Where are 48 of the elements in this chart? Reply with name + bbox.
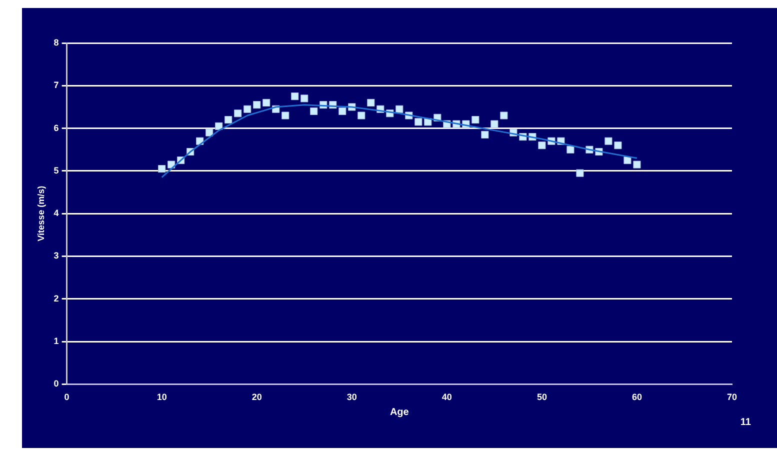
point <box>500 112 508 120</box>
point <box>310 107 318 116</box>
point <box>624 156 632 164</box>
y-tick-label: 1 <box>54 336 59 346</box>
x-axis-title: Age <box>390 406 410 418</box>
point <box>300 94 308 102</box>
x-tick-label: 70 <box>726 392 738 402</box>
point <box>291 92 299 100</box>
x-tick-label: 30 <box>346 392 357 402</box>
y-tick-label: 4 <box>54 208 59 218</box>
y-tick-label: 6 <box>54 122 59 133</box>
y-tick-label: 5 <box>54 165 59 176</box>
point <box>282 112 290 120</box>
point <box>262 98 270 106</box>
point <box>367 98 375 106</box>
point <box>490 120 498 128</box>
y-tick-label: 8 <box>54 37 59 48</box>
point <box>396 105 404 113</box>
point <box>244 105 252 113</box>
y-tick-label: 2 <box>54 293 59 304</box>
point <box>604 137 612 145</box>
y-axis-title: Vitesse (m/s) <box>36 186 46 242</box>
y-tick-label: 0 <box>54 378 59 389</box>
point <box>338 107 346 116</box>
point <box>224 116 232 124</box>
x-tick-label: 10 <box>156 392 167 402</box>
point <box>566 146 574 154</box>
point <box>481 130 489 138</box>
x-tick-label: 60 <box>632 392 642 402</box>
point <box>253 101 261 109</box>
point <box>158 165 166 173</box>
point <box>472 116 480 124</box>
point <box>358 112 366 120</box>
point <box>576 169 584 177</box>
y-tick-label: 7 <box>54 80 59 90</box>
x-tick-label: 0 <box>64 392 70 402</box>
point <box>614 142 622 150</box>
point <box>206 128 214 136</box>
point <box>234 110 242 118</box>
x-tick-label: 20 <box>252 392 262 402</box>
point <box>414 118 422 126</box>
point <box>538 142 546 150</box>
x-tick-label: 50 <box>536 392 547 402</box>
x-tick-label: 40 <box>442 392 452 402</box>
point <box>215 122 223 130</box>
point <box>633 160 641 168</box>
y-tick-label: 3 <box>54 250 59 261</box>
text: 11 <box>740 417 751 428</box>
